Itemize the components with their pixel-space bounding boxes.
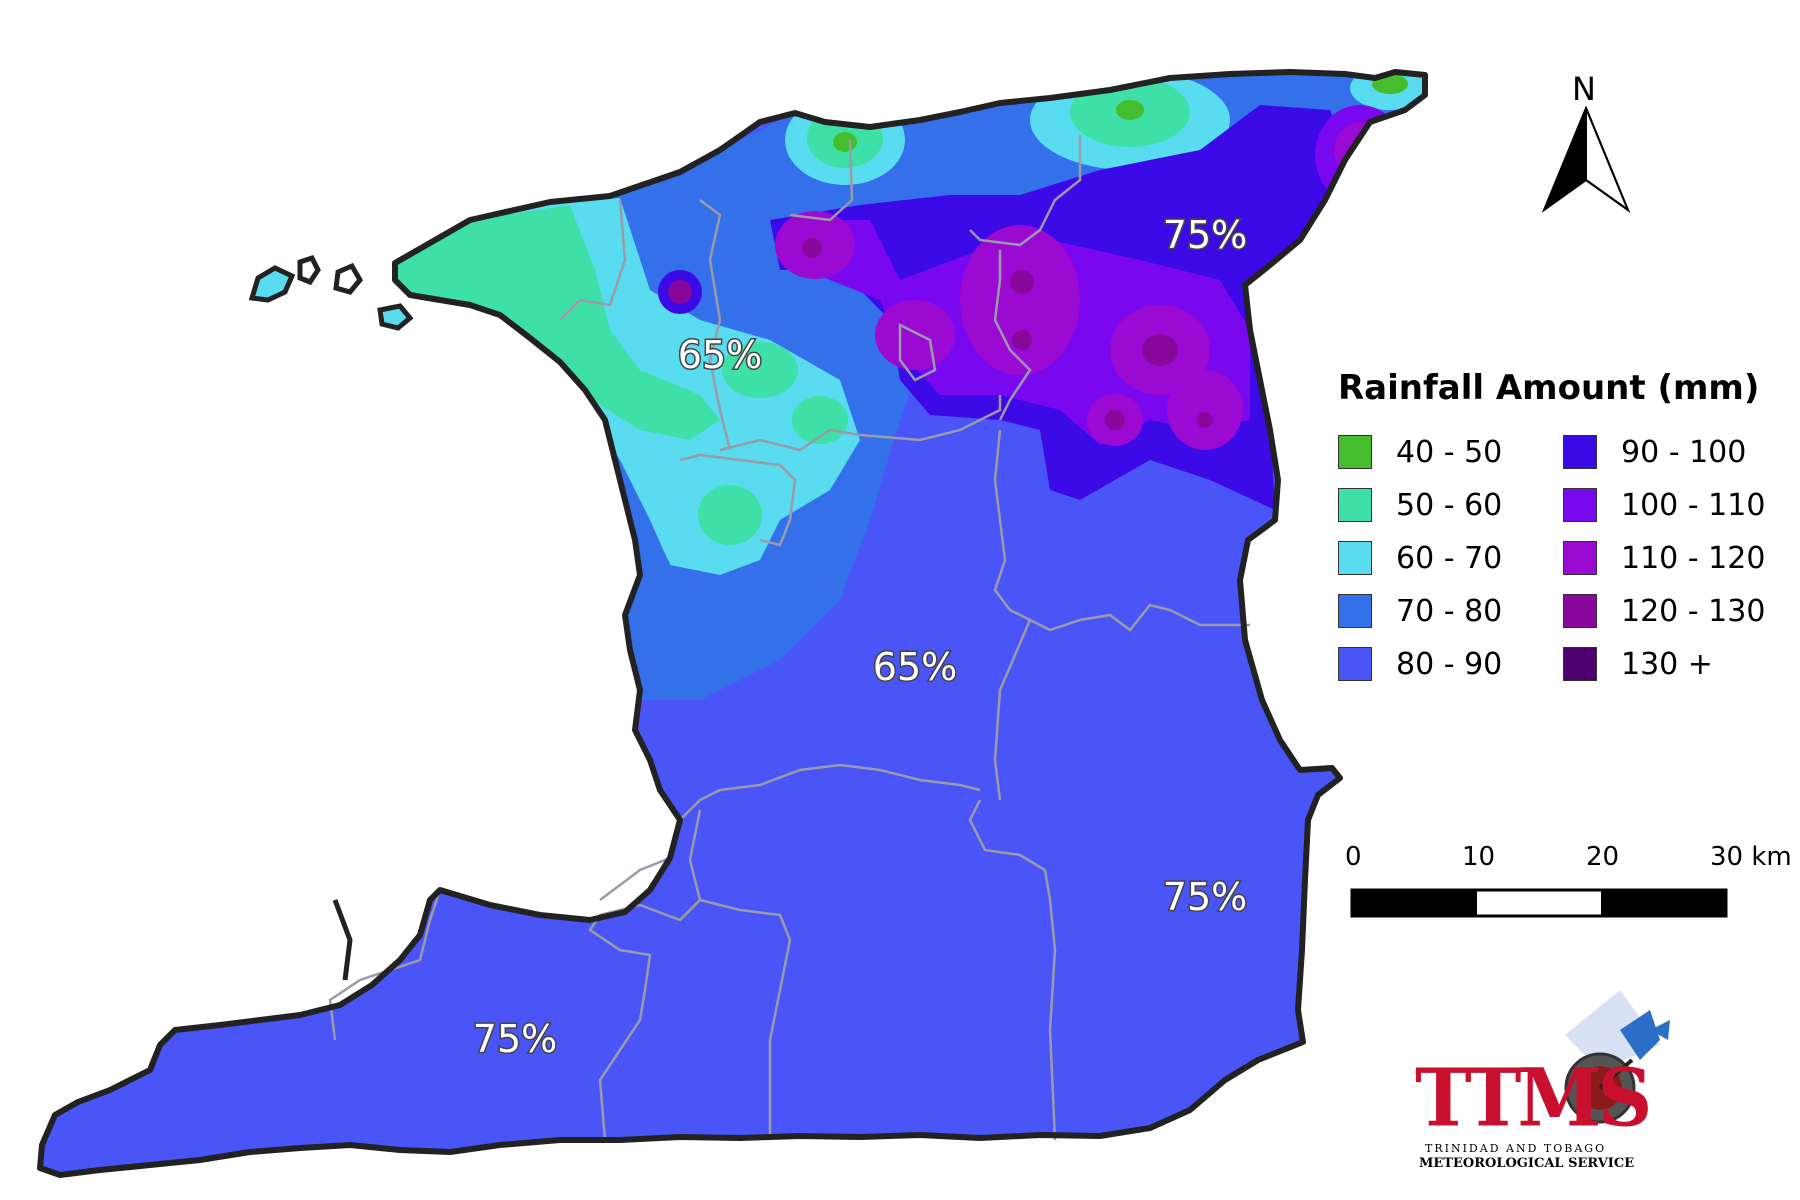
legend-item-60-70: 60 - 70 xyxy=(1338,540,1502,576)
percent-label-northeast: 75% xyxy=(1163,213,1247,257)
scale-label-30km: 30 km xyxy=(1710,842,1792,872)
legend-swatch xyxy=(1563,594,1597,628)
legend-swatch xyxy=(1563,488,1597,522)
island-small-3 xyxy=(333,262,364,295)
island-outline xyxy=(37,69,1428,1178)
legend-item-120-130: 120 - 130 xyxy=(1563,593,1765,629)
legend-label: 50 - 60 xyxy=(1396,487,1503,523)
zone-110-120-b xyxy=(960,225,1080,375)
legend-label: 40 - 50 xyxy=(1396,434,1503,470)
zone-50-60-a xyxy=(722,342,798,398)
zone-50-60-nw xyxy=(380,205,720,440)
zone-120-130-f xyxy=(1197,412,1213,428)
peninsula-tip xyxy=(332,899,353,981)
western-islands xyxy=(248,254,414,981)
percent-label-northwest: 65% xyxy=(678,333,762,377)
legend-item-80-90: 80 - 90 xyxy=(1338,646,1502,682)
scale-label-10: 10 xyxy=(1462,842,1496,872)
scale-bar xyxy=(1350,888,1728,918)
legend-swatch xyxy=(1338,435,1372,469)
legend-label: 60 - 70 xyxy=(1396,540,1503,576)
zone-40-50-north-a xyxy=(833,132,857,152)
zone-120-130-e xyxy=(1105,410,1125,430)
zone-50-60-c xyxy=(698,485,762,545)
legend-item-90-100: 90 - 100 xyxy=(1563,434,1746,470)
scale-label-0: 0 xyxy=(1345,842,1362,872)
zone-120-130-b xyxy=(1010,270,1034,294)
zone-110-120-c xyxy=(875,300,955,370)
legend-item-100-110: 100 - 110 xyxy=(1563,487,1765,523)
regional-boundaries xyxy=(328,135,1250,1141)
zone-120-130-d xyxy=(1142,334,1178,366)
legend-label: 120 - 130 xyxy=(1621,593,1766,629)
legend-swatch xyxy=(1338,594,1372,628)
zone-120-130-a xyxy=(802,238,822,258)
legend-item-70-80: 70 - 80 xyxy=(1338,593,1502,629)
legend-label: 110 - 120 xyxy=(1621,540,1766,576)
zone-120-130-c xyxy=(1012,330,1032,350)
legend-swatch xyxy=(1563,435,1597,469)
north-arrow-icon xyxy=(1541,105,1631,213)
zone-40-50-north-b xyxy=(1116,100,1144,120)
island-small-1 xyxy=(248,265,296,303)
logo-line-2: METEOROLOGICAL SERVICE xyxy=(1419,1156,1635,1171)
island-small-4 xyxy=(377,303,414,331)
legend-label: 130 + xyxy=(1621,646,1713,682)
legend-label: 90 - 100 xyxy=(1621,434,1747,470)
legend-item-40-50: 40 - 50 xyxy=(1338,434,1502,470)
rainfall-zones xyxy=(380,72,1425,700)
island-small-2 xyxy=(297,254,321,286)
logo-line-1: TRINIDAD AND TOBAGO xyxy=(1425,1142,1607,1155)
ttms-logo-graphic xyxy=(1564,990,1670,1124)
zone-120-130-small xyxy=(668,280,692,304)
zone-50-60-b xyxy=(792,396,848,444)
zone-110-120-e xyxy=(1167,370,1243,450)
percent-label-southwest: 75% xyxy=(473,1017,557,1061)
legend-item-110-120: 110 - 120 xyxy=(1563,540,1765,576)
logo-letters: TTMS xyxy=(1415,1050,1652,1145)
legend-label: 70 - 80 xyxy=(1396,593,1503,629)
legend-swatch xyxy=(1338,541,1372,575)
legend-swatch xyxy=(1338,647,1372,681)
legend-swatch xyxy=(1563,541,1597,575)
percent-label-central: 65% xyxy=(873,645,957,689)
legend-title: Rainfall Amount (mm) xyxy=(1338,368,1760,408)
scale-label-20: 20 xyxy=(1586,842,1620,872)
legend-item-50-60: 50 - 60 xyxy=(1338,487,1502,523)
legend-label: 100 - 110 xyxy=(1621,487,1766,523)
north-arrow-label: N xyxy=(1572,70,1596,108)
legend-label: 80 - 90 xyxy=(1396,646,1503,682)
legend-item-130-plus: 130 + xyxy=(1563,646,1713,682)
percent-label-southeast: 75% xyxy=(1163,875,1247,919)
legend-swatch xyxy=(1338,488,1372,522)
legend-swatch xyxy=(1563,647,1597,681)
zone-70-80-pocket xyxy=(639,552,671,588)
ttms-logo: TTMS TRINIDAD AND TOBAGO METEOROLOGICAL … xyxy=(1395,990,1695,1171)
